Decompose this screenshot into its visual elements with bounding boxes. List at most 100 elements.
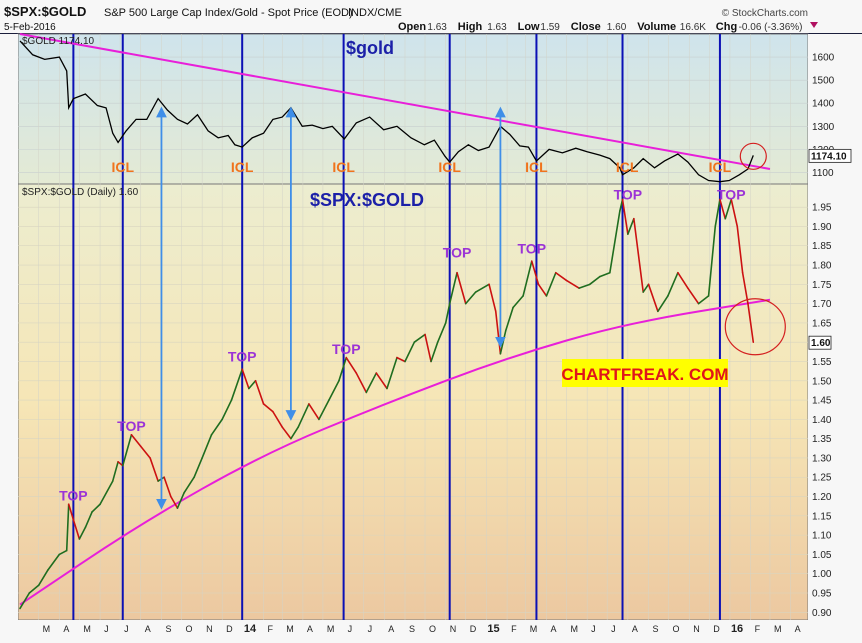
ratio-series-segment [488, 283, 497, 313]
top-label: TOP [443, 244, 472, 260]
top-label: TOP [117, 418, 146, 434]
ratio-series-segment [193, 457, 203, 479]
ratio-series-segment [72, 518, 81, 540]
y-tick-label: 1600 [812, 53, 835, 64]
gold-panel [17, 33, 809, 185]
ratio-series-segment [78, 526, 87, 540]
y-axis-area [808, 34, 862, 620]
x-tick-label: O [673, 624, 680, 634]
ratio-series-segment [28, 584, 40, 594]
y-tick-label: 1.10 [812, 531, 832, 542]
brand-box [562, 359, 728, 387]
ratio-series-segment [474, 283, 490, 293]
cycle-lines-layer [72, 34, 721, 620]
description-label: S&P 500 Large Cap Index/Gold - Spot Pric… [104, 7, 353, 19]
top-label: TOP [614, 186, 643, 202]
x-tick-label: J [368, 624, 373, 634]
x-tick-label: A [795, 624, 801, 634]
x-tick-label: A [632, 624, 638, 634]
ratio-series-segment [667, 271, 679, 297]
ohlc-value: 16.6K [680, 22, 706, 33]
y-tick-label: 1.40 [812, 415, 832, 426]
y-tick-label: 1.25 [812, 473, 832, 484]
top-label: TOP [59, 487, 88, 503]
gold-legend: $GOLD 1174.10 [22, 36, 95, 47]
x-tick-label: A [388, 624, 394, 634]
ohlc-name: Close [571, 21, 601, 33]
x-tick-label: J [591, 624, 596, 634]
highlight-circle [739, 142, 767, 170]
highlight-circle [724, 298, 786, 356]
ratio-series-segment [290, 426, 300, 440]
ratio-series-segment [413, 333, 426, 343]
y-tick-label: 1.75 [812, 280, 832, 291]
ohlc-name: Open [398, 21, 426, 33]
ohlc-value: 1.63 [487, 22, 507, 33]
upper-trendline [19, 33, 771, 170]
top-label: TOP [518, 240, 547, 256]
dropdown-icon[interactable] [810, 22, 818, 28]
x-tick-label: D [713, 624, 720, 634]
ratio-series-segment [565, 279, 580, 289]
ratio-series-segment [741, 271, 749, 305]
top-label: TOP [228, 348, 257, 364]
ratio-series-segment [448, 271, 458, 305]
ratio-series-segment [464, 291, 477, 305]
ratio-title: $SPX:$GOLD [310, 190, 424, 210]
icl-label: ICL [525, 159, 548, 175]
gold-title: $gold [346, 38, 394, 58]
x-tick-label: A [307, 624, 313, 634]
x-tick-label: F [268, 624, 274, 634]
axes-layer: 1600150014001300120011001.951.901.851.80… [43, 53, 852, 635]
icl-label: ICL [709, 159, 732, 175]
ratio-series-segment [365, 372, 378, 394]
brand-label: CHARTFREAK. COM [561, 365, 728, 384]
y-tick-label: 1300 [812, 122, 835, 133]
ohlc-name: Low [518, 21, 540, 33]
ratio-series-segment [537, 283, 548, 297]
x-tick-label: M [83, 624, 91, 634]
ratio-series-segment [169, 495, 179, 509]
ratio-series-segment [386, 356, 398, 390]
ratio-series-segment [99, 480, 114, 506]
ratio-series-segment [221, 399, 233, 421]
ratio-series-segment [111, 461, 119, 482]
ratio-series-segment [308, 403, 320, 421]
ohlc-name: Chg [716, 21, 737, 33]
ratio-series-segment [281, 426, 292, 440]
x-tick-label: M [43, 624, 51, 634]
ratio-series-segment [297, 403, 310, 428]
ratio-series-segment [201, 433, 213, 459]
header-bar [0, 0, 862, 33]
x-tick-label: M [286, 624, 294, 634]
ratio-panel [17, 183, 809, 621]
ratio-series-segment [554, 271, 568, 282]
ohlc-value: -0.06 (-3.36%) [739, 22, 803, 33]
ratio-series-segment [210, 418, 223, 436]
y-tick-label: 1.50 [812, 376, 832, 387]
x-tick-label: F [755, 624, 761, 634]
arrows-layer [156, 106, 506, 510]
icl-label: ICL [616, 159, 639, 175]
date-label: 5-Feb-2016 [4, 22, 56, 33]
ratio-series-segment [375, 372, 388, 390]
annotations-layer: ICL ICL ICL ICL ICL ICL ICL TOP TOP TOP TOP TOP TOP T… [59, 159, 745, 503]
ratio-series-segment [642, 283, 650, 293]
ratio-series-segment [345, 356, 358, 374]
ratio-last-value-label: 1.60 [811, 338, 831, 349]
ratio-series-segment [130, 433, 142, 448]
grid-layer [18, 34, 808, 620]
ohlc-name: High [458, 21, 483, 33]
ratio-series-segment [65, 503, 70, 552]
ohlc-value: 1.60 [607, 22, 627, 33]
x-tick-label: S [409, 624, 415, 634]
y-tick-label: 1.30 [812, 453, 832, 464]
gold-last-value-tag [808, 148, 852, 163]
ratio-series-segment [609, 210, 621, 274]
ohlc-name: Volume [637, 21, 676, 33]
x-tick-label: J [104, 624, 109, 634]
ratio-series-segment [707, 225, 717, 297]
ratio-series-segment [747, 302, 755, 343]
x-tick-label: 14 [244, 623, 257, 635]
x-tick-label: O [185, 624, 192, 634]
